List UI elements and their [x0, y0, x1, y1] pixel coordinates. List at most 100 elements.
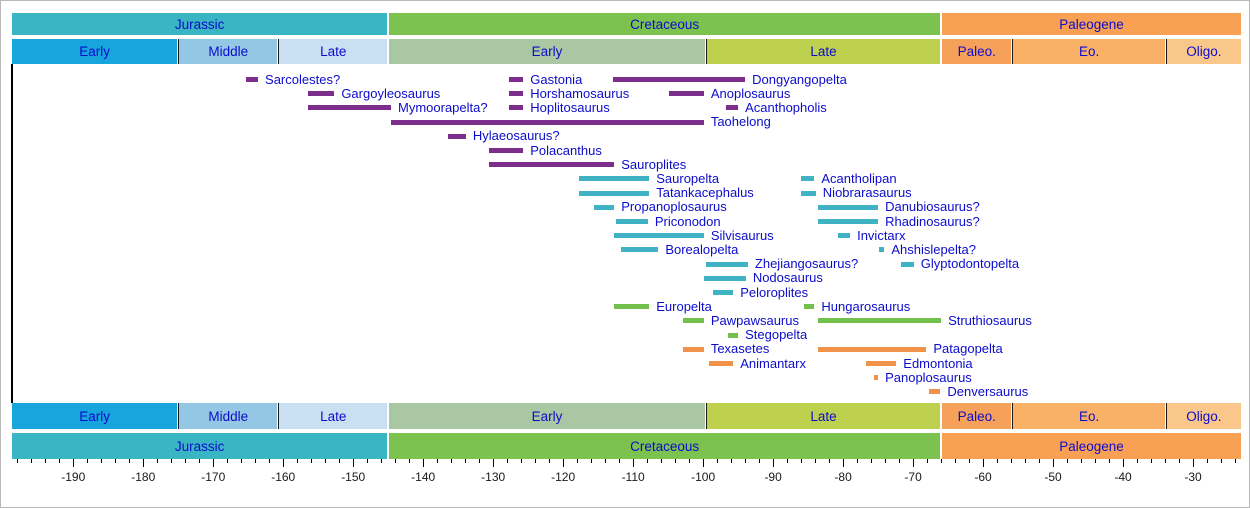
taxon-label-tatankacephalus: Tatankacephalus — [656, 185, 754, 201]
epoch-cell-late-bottom: Late — [279, 403, 388, 429]
taxon-bar-mymoorapelta — [308, 105, 391, 111]
epoch-boundary-line — [1165, 403, 1167, 429]
minor-tick — [661, 459, 663, 463]
minor-tick — [675, 459, 677, 463]
minor-tick — [591, 459, 593, 463]
minor-tick — [1109, 459, 1111, 463]
minor-tick — [1235, 459, 1236, 463]
minor-tick — [871, 459, 873, 463]
minor-tick — [745, 459, 747, 463]
taxon-label-animantarx: Animantarx — [740, 355, 806, 371]
tick-label: -40 — [1114, 470, 1132, 484]
minor-tick — [199, 459, 201, 463]
minor-tick — [451, 459, 453, 463]
minor-tick — [647, 459, 649, 463]
taxon-bar-taohelong — [391, 119, 704, 125]
tick-label: -50 — [1044, 470, 1062, 484]
minor-tick — [1081, 459, 1083, 463]
epoch-label-top: Eo. — [1078, 44, 1100, 59]
minor-tick — [31, 459, 33, 463]
taxon-bar-pawpawsaurus — [682, 318, 704, 324]
epoch-cell-middle-top: Middle — [179, 39, 278, 64]
taxon-bar-europelta — [614, 304, 650, 310]
taxon-bar-hoplitosaurus — [509, 105, 524, 111]
taxon-bar-glyptodontopelta — [901, 261, 914, 267]
minor-tick — [479, 459, 481, 463]
major-tick — [143, 459, 145, 467]
epoch-label-top: Oligo. — [1186, 44, 1222, 59]
taxon-label-priconodon: Priconodon — [654, 213, 721, 229]
minor-tick — [941, 459, 943, 463]
epoch-label-bottom: Oligo. — [1186, 408, 1222, 424]
major-tick — [1053, 459, 1055, 467]
taxon-bar-propanoplosaurus — [593, 204, 615, 210]
epoch-cell-paleo-bottom: Paleo. — [942, 403, 1012, 429]
taxon-bar-priconodon — [616, 219, 648, 224]
minor-tick — [1039, 459, 1041, 463]
period-label-bottom: Paleogene — [1059, 438, 1124, 454]
tick-label: -80 — [834, 470, 852, 484]
major-tick — [493, 459, 495, 467]
minor-tick — [955, 459, 957, 463]
epoch-label-bottom: Early — [79, 408, 110, 424]
taxon-bar-gargoyleosaurus — [308, 91, 335, 97]
epoch-label-top: Late — [810, 44, 837, 59]
major-tick — [913, 459, 915, 467]
taxon-label-invictarx: Invictarx — [857, 227, 906, 243]
taxon-bar-gastonia — [509, 77, 524, 82]
epoch-cell-oligo-bottom: Oligo. — [1166, 403, 1241, 429]
taxon-bar-zhejiangosaurus — [705, 261, 748, 267]
taxon-label-glyptodontopelta: Glyptodontopelta — [920, 256, 1020, 272]
minor-tick — [409, 459, 411, 463]
epoch-cell-paleo-top: Paleo. — [942, 39, 1012, 64]
period-label-top: Paleogene — [1059, 16, 1124, 32]
epoch-label-top: Early — [79, 44, 110, 59]
epoch-boundary-line — [1012, 39, 1014, 64]
taxon-bar-ahshislepelta — [878, 247, 885, 253]
taxon-bar-texasetes — [682, 346, 704, 352]
minor-tick — [899, 459, 901, 463]
minor-tick — [157, 459, 159, 463]
major-tick — [703, 459, 705, 467]
minor-tick — [857, 459, 859, 463]
taxon-bar-niobrarasaurus — [801, 190, 816, 196]
minor-tick — [241, 459, 243, 463]
minor-tick — [787, 459, 789, 463]
epoch-boundary-line — [278, 39, 280, 64]
epoch-label-top: Middle — [208, 44, 249, 59]
taxon-label-europelta: Europelta — [656, 298, 712, 314]
taxon-label-hylaeosaurus: Hylaeosaurus? — [472, 128, 560, 144]
epoch-label-top: Late — [320, 44, 347, 59]
period-label-bottom: Cretaceous — [630, 438, 700, 454]
minor-tick — [731, 459, 733, 463]
taxon-bar-nodosaurus — [703, 275, 746, 281]
taxon-label-peloroplites: Peloroplites — [740, 284, 809, 300]
tick-label: -100 — [691, 470, 716, 484]
minor-tick — [101, 459, 103, 463]
taxon-label-borealopelta: Borealopelta — [665, 241, 739, 257]
tick-label: -110 — [621, 470, 645, 484]
minor-tick — [549, 459, 551, 463]
minor-tick — [1095, 459, 1097, 463]
taxon-label-taohelong: Taohelong — [710, 114, 771, 130]
taxon-label-acanthopholis: Acanthopholis — [745, 99, 827, 115]
taxon-bar-animantarx — [709, 361, 734, 366]
epoch-cell-early-top: Early — [389, 39, 705, 64]
taxon-label-edmontonia: Edmontonia — [903, 355, 973, 371]
taxon-label-dongyangopelta: Dongyangopelta — [752, 71, 847, 87]
major-tick — [773, 459, 775, 467]
major-tick — [1193, 459, 1194, 467]
major-tick — [423, 459, 425, 467]
epoch-cell-eo-bottom: Eo. — [1013, 403, 1165, 429]
minor-tick — [227, 459, 229, 463]
minor-tick — [185, 459, 187, 463]
minor-tick — [129, 459, 131, 463]
minor-tick — [17, 459, 19, 463]
taxon-bar-sauroplites — [488, 162, 615, 168]
taxon-bar-stegopelta — [728, 332, 739, 338]
minor-tick — [507, 459, 509, 463]
taxon-label-sarcolestes: Sarcolestes? — [265, 71, 341, 87]
minor-tick — [885, 459, 887, 463]
taxon-bar-dongyangopelta — [612, 77, 746, 82]
tick-label: -60 — [974, 470, 992, 484]
